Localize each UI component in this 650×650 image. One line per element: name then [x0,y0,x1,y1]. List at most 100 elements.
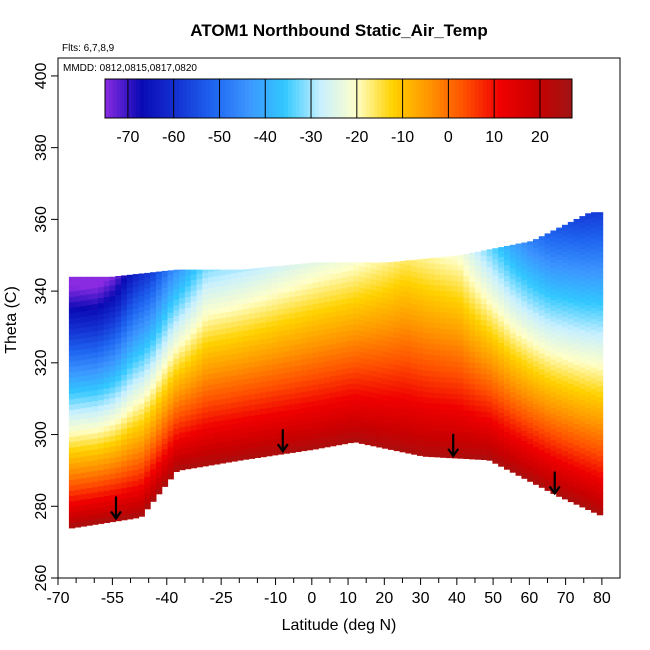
heatmap-cell [97,313,105,320]
heatmap-cell [103,425,111,432]
colorbar-swatch [373,79,378,118]
heatmap-cell [475,286,482,293]
heatmap-cell [567,318,575,325]
heatmap-cell [498,256,505,263]
heatmap-cell [97,367,105,374]
heatmap-cell [196,299,203,306]
heatmap-cell [469,361,476,368]
heatmap-cell [364,385,372,392]
heatmap-cell [318,264,325,271]
heatmap-cell [329,327,337,334]
heatmap-cell [550,439,557,446]
heatmap-cell [68,457,76,464]
heatmap-cell [498,342,505,349]
heatmap-cell [550,396,557,403]
heatmap-cell [353,269,360,276]
heatmap-cell [266,428,273,435]
heatmap-cell [521,402,528,409]
heatmap-cell [544,312,551,319]
heatmap-cell [237,314,244,321]
heatmap-cell [463,323,470,330]
heatmap-cell [434,279,441,286]
heatmap-cell [173,358,180,365]
heatmap-cell [370,300,377,307]
heatmap-cell [567,474,575,481]
heatmap-cell [562,321,569,328]
heatmap-cell [213,275,221,282]
heatmap-cell [80,520,87,527]
heatmap-cell [260,322,267,329]
heatmap-cell [324,360,331,367]
heatmap-cell [573,375,580,381]
heatmap-cell [254,339,261,346]
heatmap-cell [451,436,459,443]
heatmap-cell [312,368,319,375]
heatmap-cell [254,344,261,351]
heatmap-cell [486,427,493,434]
heatmap-cell [208,384,215,391]
heatmap-cell [295,327,302,334]
heatmap-cell [504,313,511,320]
heatmap-cell [144,384,151,391]
heatmap-cell [289,376,296,383]
heatmap-cell [92,384,99,391]
heatmap-cell [417,272,424,279]
heatmap-cell [480,389,488,396]
heatmap-cell [515,270,522,277]
heatmap-cell [387,309,395,316]
heatmap-cell [446,414,453,421]
heatmap-cell [167,274,174,281]
heatmap-cell [591,318,598,325]
heatmap-cell [173,428,180,435]
colorbar-swatch [486,79,491,118]
heatmap-cell [115,380,122,387]
heatmap-cell [283,420,290,427]
heatmap-cell [179,275,186,282]
heatmap-cell [364,374,372,381]
heatmap-cell [68,517,76,523]
heatmap-cell [527,330,534,337]
heatmap-cell [480,335,488,342]
heatmap-cell [242,281,250,288]
heatmap-cell [417,406,424,413]
heatmap-cell [376,366,383,373]
heatmap-cell [527,379,534,385]
heatmap-cell [556,437,563,443]
heatmap-cell [97,286,105,293]
heatmap-cell [475,410,482,417]
heatmap-cell [173,347,180,354]
heatmap-cell [126,432,134,439]
heatmap-cell [492,360,499,367]
heatmap-cell [138,317,145,324]
heatmap-cell [591,474,598,481]
heatmap-cell [283,297,290,304]
colorbar-swatch [315,79,320,118]
heatmap-cell [150,312,157,319]
heatmap-cell [277,421,285,428]
heatmap-cell [150,495,157,502]
heatmap-cell [144,438,151,445]
heatmap-cell [446,312,453,319]
heatmap-cell [504,404,511,411]
heatmap-cell [358,262,366,267]
heatmap-cell [144,460,151,467]
heatmap-cell [596,444,604,451]
heatmap-cell [126,368,134,375]
heatmap-cell [376,301,383,308]
heatmap-cell [115,326,122,333]
heatmap-cell [213,420,221,427]
heatmap-cell [376,296,383,303]
heatmap-cell [237,282,244,289]
heatmap-cell [475,297,482,304]
heatmap-cell [504,275,511,282]
heatmap-cell [521,279,528,286]
heatmap-cell [585,331,592,338]
colorbar-swatch [237,79,242,118]
heatmap-cell [544,388,551,394]
heatmap-cell [596,251,604,258]
heatmap-cell [225,424,232,431]
heatmap-cell [300,412,308,419]
heatmap-cell [504,259,511,266]
heatmap-cell [208,400,215,407]
heatmap-cell [370,273,377,280]
